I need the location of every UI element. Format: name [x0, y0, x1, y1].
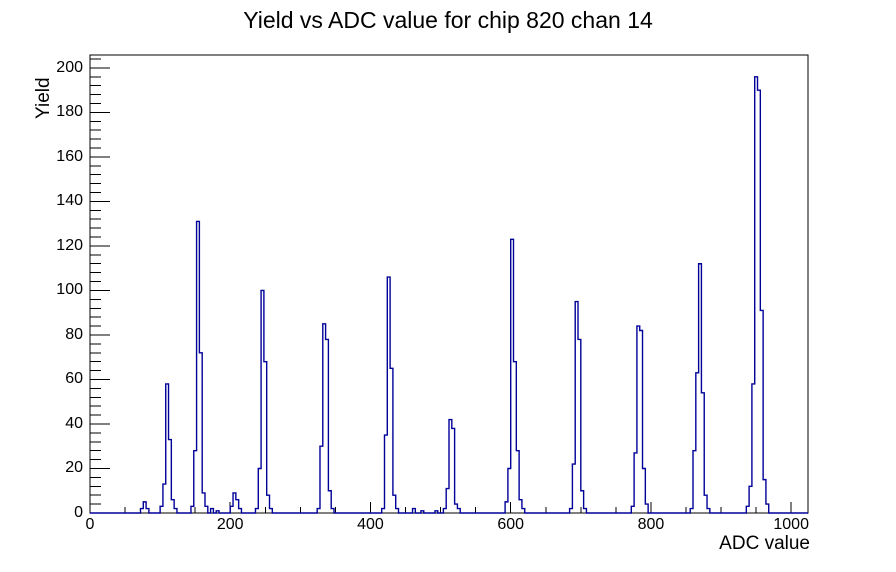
histogram-line	[90, 76, 808, 514]
x-tick-label: 800	[637, 516, 665, 533]
x-tick-label: 1000	[773, 516, 809, 533]
y-tick-label: 160	[56, 147, 83, 165]
y-tick-label: 20	[65, 459, 83, 477]
x-axis-title: ADC value	[719, 533, 810, 554]
y-tick-label: 120	[56, 236, 83, 254]
plot-frame	[89, 54, 809, 514]
y-tick-label: 140	[56, 192, 83, 210]
y-tick-label: 0	[74, 504, 83, 521]
x-tick-label: 200	[216, 516, 244, 533]
y-tick-label: 200	[56, 58, 83, 76]
y-tick-label: 40	[65, 414, 83, 432]
x-tick-label: 0	[85, 516, 95, 533]
y-tick-label: 180	[56, 103, 83, 121]
y-tick-label: 80	[65, 325, 83, 343]
chart-title: Yield vs ADC value for chip 820 chan 14	[243, 7, 653, 33]
x-tick-label: 600	[497, 516, 525, 533]
x-tick-label: 400	[357, 516, 384, 533]
y-tick-label: 100	[56, 281, 83, 299]
y-tick-label: 60	[65, 370, 83, 388]
